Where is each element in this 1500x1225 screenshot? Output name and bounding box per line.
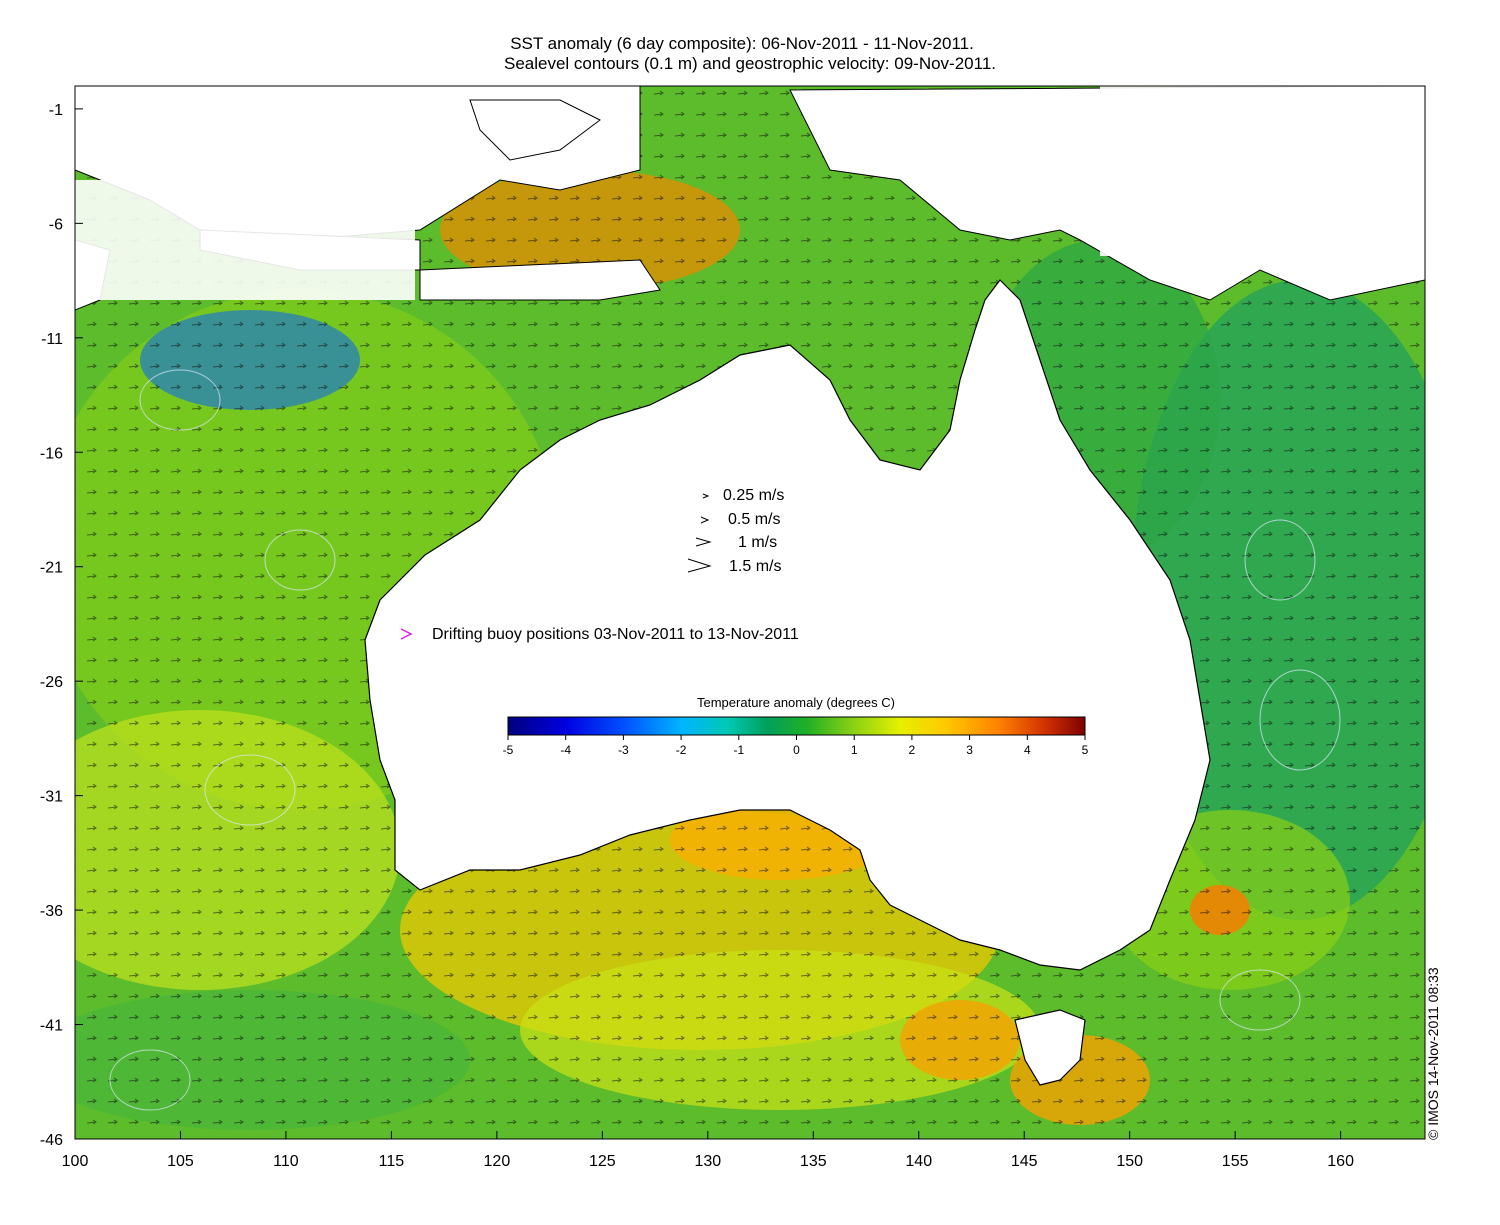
map-title-line2: Sealevel contours (0.1 m) and geostrophi… [504,54,996,73]
x-tick-label: 140 [905,1153,932,1170]
x-tick-label: 160 [1327,1153,1354,1170]
y-tick-label: -21 [40,560,63,577]
y-axis: -1 -6 -11 -16 -21 -26 -31 -36 -41 -46 [40,102,83,1149]
colorbar-title: Temperature anomaly (degrees C) [697,695,895,710]
colorbar-tick-label: 5 [1082,743,1089,757]
map-plot-area [75,86,1425,1139]
x-tick-label: 120 [484,1153,511,1170]
x-tick-label: 100 [62,1153,89,1170]
x-tick-label: 150 [1116,1153,1143,1170]
buoy-marker-icon [400,628,413,640]
y-tick-label: -16 [40,445,63,462]
plot-frame [74,85,1426,1140]
y-tick-label: -46 [40,1132,63,1149]
x-tick-label: 110 [273,1153,299,1170]
y-tick-label: -36 [40,903,63,920]
velocity-legend: 0.25 m/s 0.5 m/s 1 m/s 1.5 m/s [687,487,784,575]
velocity-label-025: 0.25 m/s [723,487,784,504]
x-axis: 100 105 110 115 120 125 130 135 140 145 150 155 160 [62,1131,1354,1170]
colorbar-tick-label: -3 [618,743,629,757]
colorbar: Temperature anomaly (degrees C) -5 -4 -3 -2… [503,695,1089,757]
velocity-arrow-05-icon [700,516,710,524]
y-tick-label: -11 [41,331,63,348]
australia-landmass [364,279,1211,971]
x-tick-label: 130 [694,1153,721,1170]
velocity-arrow-1-icon [695,537,712,547]
x-tick-label: 105 [167,1153,194,1170]
velocity-label-05: 0.5 m/s [728,511,780,528]
y-tick-label: -31 [40,789,63,806]
colorbar-tick-label: -1 [733,743,744,757]
colorbar-tick-label: 4 [1024,743,1031,757]
y-tick-label: -26 [40,674,63,691]
buoy-legend: Drifting buoy positions 03-Nov-2011 to 1… [400,626,799,643]
colorbar-gradient [507,716,1086,736]
colorbar-tick-label: -2 [676,743,687,757]
x-tick-label: 115 [379,1153,405,1170]
colorbar-tick-label: 3 [966,743,973,757]
colorbar-tick-label: -5 [503,743,514,757]
x-tick-label: 145 [1011,1153,1038,1170]
colorbar-tick-label: 1 [851,743,858,757]
buoy-legend-label: Drifting buoy positions 03-Nov-2011 to 1… [432,626,799,643]
x-tick-label: 155 [1222,1153,1249,1170]
velocity-label-1: 1 m/s [738,534,777,551]
y-tick-label: -1 [49,102,63,119]
sealevel-contours [109,369,1341,1111]
colorbar-tick-label: 0 [793,743,800,757]
colorbar-tick-label: -4 [560,743,571,757]
map-title-line1: SST anomaly (6 day composite): 06-Nov-20… [510,34,974,53]
velocity-arrow-025-icon [702,493,710,499]
copyright-credit: © IMOS 14-Nov-2011 08:33 [1425,967,1441,1140]
velocity-label-15: 1.5 m/s [729,558,781,575]
colorbar-tick-label: 2 [909,743,916,757]
no-data-region [75,86,1425,300]
y-tick-label: -6 [49,216,63,233]
x-tick-label: 125 [589,1153,616,1170]
velocity-arrow-15-icon [687,558,712,573]
tasmania-landmass [1014,1009,1086,1086]
y-tick-label: -41 [40,1018,63,1035]
x-tick-label: 135 [800,1153,827,1170]
